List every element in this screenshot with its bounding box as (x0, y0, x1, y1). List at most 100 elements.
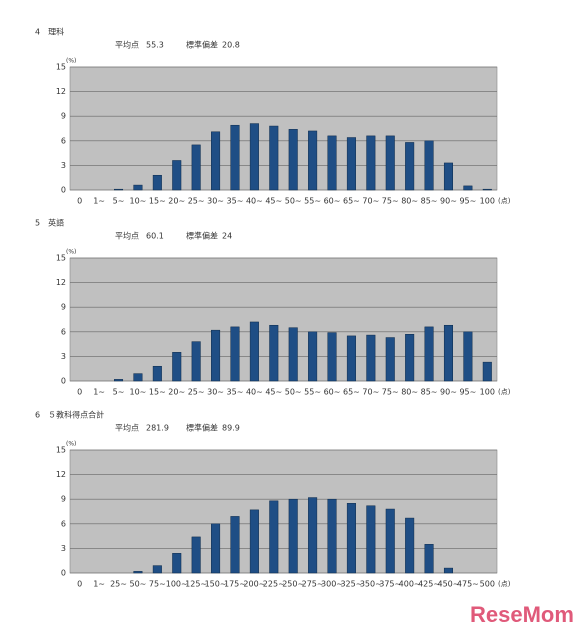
y-axis-label: (%) (66, 249, 76, 256)
x-tick-label: 15~ (149, 197, 166, 206)
bar (133, 571, 143, 574)
x-tick-label: 35~ (227, 388, 244, 397)
bar (405, 334, 415, 382)
bar (172, 352, 182, 382)
bar (405, 517, 415, 574)
bar (443, 162, 453, 191)
bar (152, 365, 162, 382)
x-tick-label: 20~ (168, 197, 185, 206)
bar (172, 160, 182, 191)
x-tick-label: 45~ (265, 388, 282, 397)
x-tick-label: 0 (77, 388, 82, 397)
mean-label: 平均点 (115, 231, 139, 241)
chart-title: 5 英語 (35, 218, 64, 228)
y-tick-label: 12 (56, 87, 66, 96)
mean-label: 平均点 (115, 40, 139, 50)
x-tick-label: 25~ (188, 197, 205, 206)
x-tick-label: 0 (77, 580, 82, 589)
y-tick-label: 12 (56, 278, 66, 287)
x-tick-label: 15~ (149, 388, 166, 397)
x-tick-label: 25~ (110, 580, 127, 589)
x-tick-label: 50~ (285, 388, 302, 397)
x-tick-label: 55~ (304, 197, 321, 206)
x-tick-label: 300~ (321, 580, 343, 589)
bar (269, 500, 279, 574)
x-tick-label: 275~ (302, 580, 324, 589)
y-tick-label: 9 (61, 303, 66, 312)
y-tick-label: 9 (61, 495, 66, 504)
x-tick-label: 90~ (440, 197, 457, 206)
y-tick-label: 0 (61, 569, 66, 578)
x-axis-label: (点) (498, 197, 511, 205)
x-tick-label: 50~ (129, 580, 146, 589)
x-tick-label: 75~ (149, 580, 166, 589)
mean-value: 60.1 (146, 232, 164, 241)
x-tick-label: 80~ (401, 388, 418, 397)
x-tick-label: 40~ (246, 388, 263, 397)
mean-label: 平均点 (115, 423, 139, 433)
x-tick-label: 60~ (324, 197, 341, 206)
bar (269, 324, 279, 382)
mean-value: 281.9 (146, 424, 169, 433)
bar (385, 337, 395, 382)
y-tick-label: 6 (61, 519, 66, 528)
x-tick-label: 350~ (360, 580, 382, 589)
bar (133, 184, 143, 191)
x-tick-label: 150~ (205, 580, 227, 589)
x-tick-label: 20~ (168, 388, 185, 397)
x-tick-label: 25~ (188, 388, 205, 397)
x-tick-label: 5~ (113, 197, 125, 206)
x-tick-label: 60~ (324, 388, 341, 397)
x-tick-label: 65~ (343, 197, 360, 206)
x-tick-label: 50~ (285, 197, 302, 206)
bar (385, 508, 395, 574)
bar (443, 324, 453, 382)
watermark: ReseMom (470, 602, 574, 627)
bar (482, 188, 492, 191)
sd-label: 標準偏差 (186, 40, 218, 50)
chart-title: 4 理科 (35, 27, 64, 37)
x-tick-label: 95~ (459, 197, 476, 206)
x-tick-label: 425~ (418, 580, 440, 589)
x-tick-label: 325~ (340, 580, 362, 589)
bar (230, 326, 240, 382)
x-tick-label: 40~ (246, 197, 263, 206)
bar (424, 326, 434, 382)
bar (191, 144, 201, 191)
x-tick-label: 250~ (282, 580, 304, 589)
bar (230, 124, 240, 191)
y-tick-label: 3 (61, 161, 66, 170)
bar (366, 334, 376, 382)
bar (327, 135, 337, 191)
x-tick-label: 5~ (113, 388, 125, 397)
bar (327, 332, 337, 382)
chart-title: 6 ５教科得点合計 (35, 410, 104, 420)
bar (308, 497, 318, 574)
bar (424, 140, 434, 191)
x-tick-label: 100 (480, 197, 495, 206)
x-tick-label: 225~ (263, 580, 285, 589)
x-axis-label: (点) (498, 388, 511, 396)
x-tick-label: 10~ (129, 197, 146, 206)
bar (463, 185, 473, 191)
x-tick-label: 100~ (166, 580, 188, 589)
y-tick-label: 12 (56, 470, 66, 479)
sd-label: 標準偏差 (186, 423, 218, 433)
x-tick-label: 30~ (207, 197, 224, 206)
y-tick-label: 15 (56, 254, 66, 263)
x-tick-label: 1~ (93, 580, 105, 589)
bar (249, 321, 259, 382)
bar (152, 174, 162, 191)
x-tick-label: 95~ (459, 388, 476, 397)
y-tick-label: 9 (61, 112, 66, 121)
bar (366, 505, 376, 574)
y-tick-label: 6 (61, 136, 66, 145)
y-tick-label: 6 (61, 327, 66, 336)
x-tick-label: 500 (480, 580, 495, 589)
bar (443, 567, 453, 574)
x-tick-label: 200~ (243, 580, 265, 589)
x-tick-label: 75~ (382, 388, 399, 397)
bar (211, 523, 221, 574)
x-tick-label: 85~ (421, 388, 438, 397)
